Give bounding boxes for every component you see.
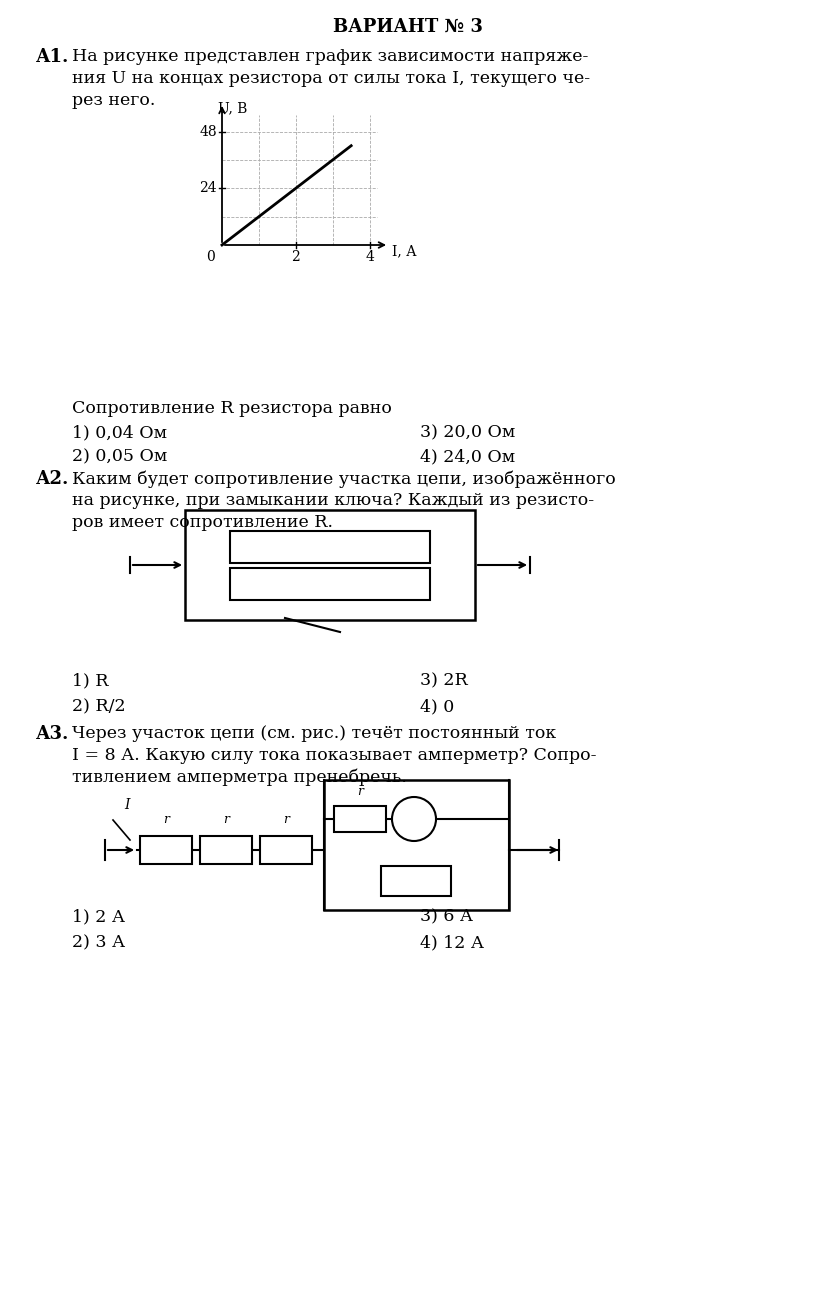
Text: 2: 2: [291, 250, 300, 264]
Text: 3) 6 А: 3) 6 А: [420, 908, 473, 925]
Text: r: r: [357, 786, 363, 799]
Text: 2) R/2: 2) R/2: [72, 698, 126, 715]
Text: ров имеет сопротивление R.: ров имеет сопротивление R.: [72, 513, 333, 531]
Text: 1) 2 А: 1) 2 А: [72, 908, 125, 925]
Text: А2.: А2.: [36, 470, 69, 488]
Text: I, А: I, А: [392, 244, 417, 258]
Bar: [324, 780, 509, 909]
Bar: [260, 836, 312, 864]
Text: 4) 24,0 Ом: 4) 24,0 Ом: [420, 448, 515, 464]
Text: тивлением амперметра пренебречь.: тивлением амперметра пренебречь.: [72, 769, 407, 787]
Text: А1.: А1.: [36, 48, 69, 66]
Text: Каким будет сопротивление участка цепи, изображённого: Каким будет сопротивление участка цепи, …: [72, 470, 616, 488]
Text: r: r: [223, 813, 229, 826]
Text: Через участок цепи (см. рис.) течёт постоянный ток: Через участок цепи (см. рис.) течёт пост…: [72, 725, 557, 742]
Text: 4) 12 А: 4) 12 А: [420, 934, 484, 951]
Bar: [185, 510, 475, 620]
Text: 24: 24: [199, 182, 217, 195]
Text: I: I: [124, 799, 130, 811]
Bar: [200, 836, 252, 864]
Circle shape: [392, 797, 436, 841]
Text: I = 8 А. Какую силу тока показывает амперметр? Сопро-: I = 8 А. Какую силу тока показывает ампе…: [72, 747, 596, 764]
Text: А: А: [408, 811, 420, 826]
Text: рез него.: рез него.: [72, 92, 155, 108]
Text: 3) 2R: 3) 2R: [420, 672, 468, 689]
Text: 3r: 3r: [408, 875, 424, 889]
Text: 2) 3 А: 2) 3 А: [72, 934, 125, 951]
Bar: [334, 806, 386, 832]
Text: ния U на концах резистора от силы тока I, текущего че-: ния U на концах резистора от силы тока I…: [72, 70, 590, 86]
Text: ВАРИАНТ № 3: ВАРИАНТ № 3: [333, 18, 483, 36]
Text: 1) 0,04 Ом: 1) 0,04 Ом: [72, 424, 167, 441]
Text: На рисунке представлен график зависимости напряже-: На рисунке представлен график зависимост…: [72, 48, 588, 64]
Text: 4: 4: [366, 250, 374, 264]
Text: Сопротивление R резистора равно: Сопротивление R резистора равно: [72, 400, 392, 417]
Text: 3) 20,0 Ом: 3) 20,0 Ом: [420, 424, 515, 441]
Bar: [381, 867, 451, 897]
Text: 1) R: 1) R: [72, 672, 109, 689]
Text: r: r: [163, 813, 169, 826]
Text: 48: 48: [199, 125, 217, 138]
Bar: [230, 530, 430, 562]
Text: на рисунке, при замыкании ключа? Каждый из резисто-: на рисунке, при замыкании ключа? Каждый …: [72, 491, 594, 510]
Text: А3.: А3.: [36, 725, 69, 743]
Text: 2) 0,05 Ом: 2) 0,05 Ом: [72, 448, 167, 464]
Bar: [230, 568, 430, 600]
Bar: [140, 836, 192, 864]
Text: U, В: U, В: [218, 101, 247, 115]
Text: 4) 0: 4) 0: [420, 698, 455, 715]
Text: r: r: [283, 813, 289, 826]
Text: 0: 0: [206, 250, 215, 264]
